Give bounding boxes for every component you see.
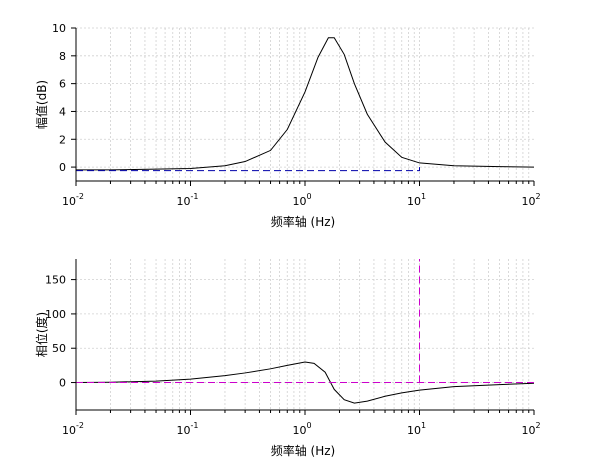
x-tick-label: 10-2: [62, 192, 84, 208]
chart-panel-1: 10-2 10-1 100 101 102 0 2 4 6 8 10 频率轴 (Hz) 幅值(dB): [34, 22, 541, 229]
x-tick-label: 102: [521, 192, 540, 208]
x-tick-label: 102: [521, 421, 540, 437]
x-tick-label: 10-1: [177, 421, 199, 437]
y-axis-label: 相位(度): [34, 312, 49, 357]
series-line-2: [76, 167, 420, 172]
x-tick-label: 100: [292, 192, 311, 208]
grid: [76, 259, 534, 410]
series-line-1: [75, 361, 535, 404]
x-tick-label: 101: [407, 421, 426, 437]
x-axis-label: 频率轴 (Hz): [271, 214, 336, 229]
chart-panel-2: 10-2 10-1 100 101 102 0 50 100 150 频率轴 (Hz) 相位(度): [34, 259, 541, 458]
x-tick-label: 101: [407, 192, 426, 208]
y-tick-label: 6: [59, 78, 66, 91]
y-tick-label: 100: [45, 308, 66, 321]
y-tick-label: 50: [52, 342, 66, 355]
grid: [76, 27, 534, 181]
x-tick-label: 100: [292, 421, 311, 437]
y-tick-label: 0: [59, 161, 66, 174]
x-tick-label: 10-1: [177, 192, 199, 208]
x-tick-label: 10-2: [62, 421, 84, 437]
y-axis-label: 幅值(dB): [34, 80, 49, 129]
y-tick-label: 10: [52, 22, 66, 35]
x-axis-label: 频率轴 (Hz): [271, 443, 336, 458]
y-tick-label: 150: [45, 274, 66, 287]
y-tick-label: 2: [59, 133, 66, 146]
y-tick-label: 8: [59, 50, 66, 63]
series-line-1: [76, 37, 535, 171]
y-tick-label: 0: [59, 377, 66, 390]
y-tick-label: 4: [59, 105, 66, 118]
